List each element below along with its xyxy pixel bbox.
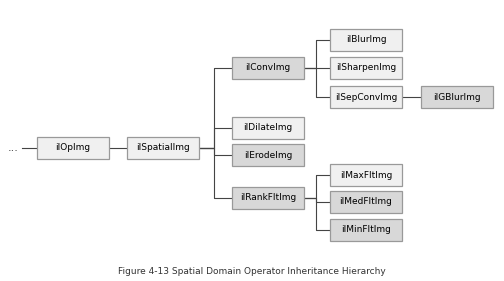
Text: ilMaxFltImg: ilMaxFltImg [340,171,392,180]
FancyBboxPatch shape [330,86,402,108]
FancyBboxPatch shape [330,29,402,51]
Text: ilSharpenImg: ilSharpenImg [336,64,396,72]
Text: ilGBlurImg: ilGBlurImg [433,92,481,101]
Text: ...: ... [8,143,19,153]
Text: Figure 4-13 Spatial Domain Operator Inheritance Hierarchy: Figure 4-13 Spatial Domain Operator Inhe… [118,267,386,276]
FancyBboxPatch shape [330,219,402,241]
FancyBboxPatch shape [330,164,402,186]
Text: ilErodeImg: ilErodeImg [244,151,292,160]
Text: ilSpatialImg: ilSpatialImg [136,144,190,153]
FancyBboxPatch shape [37,137,109,159]
FancyBboxPatch shape [330,191,402,213]
FancyBboxPatch shape [232,187,304,209]
FancyBboxPatch shape [421,86,493,108]
Text: ilMedFltImg: ilMedFltImg [340,198,393,207]
FancyBboxPatch shape [330,57,402,79]
Text: ilSepConvImg: ilSepConvImg [335,92,397,101]
FancyBboxPatch shape [232,144,304,166]
Text: ilMinFltImg: ilMinFltImg [341,225,391,235]
FancyBboxPatch shape [127,137,199,159]
Text: ilDilateImg: ilDilateImg [243,124,293,133]
Text: ilRankFltImg: ilRankFltImg [240,194,296,203]
FancyBboxPatch shape [232,57,304,79]
Text: ilOpImg: ilOpImg [55,144,91,153]
Text: ilBlurImg: ilBlurImg [346,35,386,44]
Text: ilConvImg: ilConvImg [245,64,291,72]
FancyBboxPatch shape [232,117,304,139]
